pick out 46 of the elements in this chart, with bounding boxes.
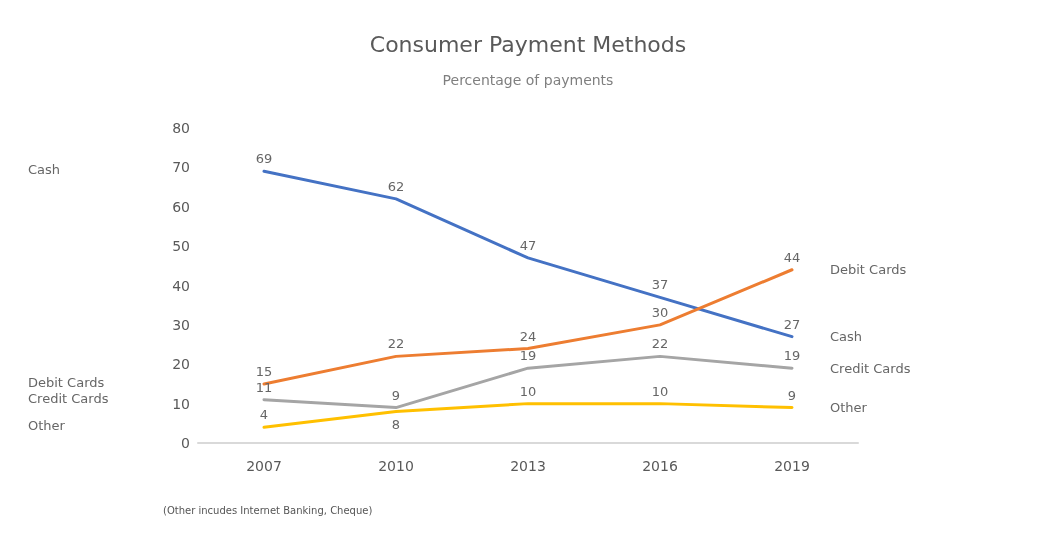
text: Cash [28, 162, 61, 178]
data-label: 8 [391, 416, 401, 432]
x-tick-label: 2007 [246, 458, 282, 474]
data-label: 62 [387, 178, 405, 194]
data-label: 44 [783, 249, 801, 265]
y-tick-label: 0 [181, 435, 190, 451]
data-label: 15 [255, 363, 273, 379]
data-label: 11 [255, 379, 273, 395]
data-label: 10 [651, 383, 669, 399]
x-tick-label: 2013 [510, 458, 546, 474]
y-tick-label: 10 [172, 395, 190, 412]
x-tick-label: 2019 [774, 458, 810, 474]
data-label: 22 [651, 336, 669, 352]
data-label: 30 [651, 304, 669, 320]
data-label: 9 [391, 387, 401, 403]
data-label: 9 [787, 387, 797, 403]
text: Cash [830, 329, 863, 345]
data-label: 24 [519, 328, 537, 344]
text: Other [830, 400, 868, 416]
text: (Other incudes Internet Banking, Cheque) [163, 504, 373, 516]
y-tick-label: 70 [172, 159, 190, 176]
text: Debit Cards [830, 262, 907, 278]
data-label: 37 [651, 277, 669, 293]
y-tick-label: 30 [172, 316, 190, 333]
text: Credit Cards [28, 390, 109, 406]
y-tick-label: 50 [172, 238, 190, 255]
y-tick-label: 20 [172, 356, 190, 373]
x-tick-label: 2016 [642, 458, 678, 474]
data-label: 27 [783, 316, 801, 332]
y-tick-label: 60 [172, 198, 190, 215]
data-label: 47 [519, 237, 537, 253]
chart-subtitle: Percentage of payments [442, 72, 614, 88]
text: Other [28, 418, 65, 434]
text: Credit Cards [830, 360, 911, 376]
y-tick-label: 80 [172, 120, 190, 136]
data-label: 69 [255, 151, 273, 167]
data-label: 10 [519, 383, 537, 399]
data-label: 19 [519, 348, 537, 364]
data-label: 19 [783, 348, 801, 364]
text: Debit Cards [28, 374, 105, 390]
x-tick-label: 2010 [378, 458, 414, 474]
data-label: 4 [259, 407, 269, 423]
line-series [262, 402, 794, 429]
chart-title: Consumer Payment Methods [369, 31, 687, 57]
data-label: 22 [387, 336, 405, 352]
y-tick-label: 40 [172, 277, 190, 294]
